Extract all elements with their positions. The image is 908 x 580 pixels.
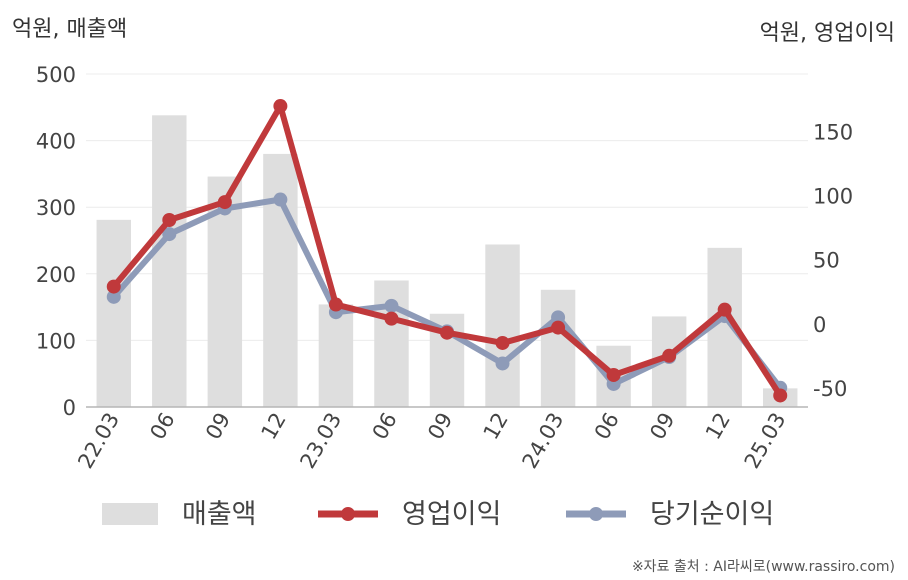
left-tick-label: 200 xyxy=(36,263,76,287)
left-tick-label: 300 xyxy=(36,196,76,220)
legend-marker-operating-profit xyxy=(341,507,355,521)
point-operating-profit xyxy=(162,213,177,228)
point-operating-profit xyxy=(717,302,732,317)
x-tick-label: 06 xyxy=(590,409,624,444)
point-operating-profit xyxy=(384,311,399,326)
x-tick-label: 09 xyxy=(645,409,679,444)
legend-marker-net-income xyxy=(589,507,603,521)
point-net-income xyxy=(162,227,177,242)
point-operating-profit xyxy=(217,195,232,210)
x-tick-label: 24.03 xyxy=(518,409,569,473)
point-operating-profit xyxy=(606,367,621,382)
right-tick-label: 150 xyxy=(813,121,853,145)
point-operating-profit xyxy=(440,325,454,340)
x-axis-ticks: 22.03 06 09 12 23.03 06 09 12 24.03 06 09 12 25.03 xyxy=(73,409,790,473)
point-net-income xyxy=(551,310,566,325)
source-note: ※자료 출처 : AI라씨로(www.rassiro.com) xyxy=(632,559,895,575)
point-operating-profit xyxy=(273,99,288,114)
x-tick-label: 09 xyxy=(201,409,235,444)
bar-sales xyxy=(96,219,131,407)
left-axis-label: 억원, 매출액 xyxy=(12,17,127,42)
x-tick-label: 12 xyxy=(479,409,513,444)
sales-bars xyxy=(96,115,798,408)
bar-sales xyxy=(485,244,520,407)
left-axis-ticks: 500 400 300 200 100 0 xyxy=(36,63,76,420)
right-tick-label: 50 xyxy=(813,249,840,273)
legend-swatch-sales xyxy=(102,503,158,525)
left-tick-label: 0 xyxy=(63,396,76,420)
point-net-income xyxy=(495,356,510,371)
right-tick-label: -50 xyxy=(813,377,847,401)
bar-sales xyxy=(263,153,298,407)
bar-sales xyxy=(152,115,187,408)
bar-sales xyxy=(318,304,354,407)
point-net-income xyxy=(384,298,399,313)
grid-lines xyxy=(86,73,808,341)
x-tick-label: 23.03 xyxy=(295,409,346,473)
right-tick-label: 100 xyxy=(813,185,853,209)
point-operating-profit xyxy=(662,348,677,363)
point-operating-profit xyxy=(495,335,510,350)
point-operating-profit xyxy=(551,320,566,335)
point-operating-profit xyxy=(106,279,121,294)
x-tick-label: 12 xyxy=(257,409,291,444)
point-operating-profit xyxy=(328,297,343,312)
point-net-income xyxy=(106,289,121,304)
left-tick-label: 500 xyxy=(36,63,76,87)
right-axis-ticks: 150 100 50 0 -50 xyxy=(813,121,853,401)
legend-label-sales: 매출액 xyxy=(182,499,257,530)
point-net-income xyxy=(273,192,288,207)
legend: 매출액 영업이익 당기순이익 xyxy=(102,499,774,530)
left-tick-label: 100 xyxy=(36,329,76,353)
right-tick-label: 0 xyxy=(813,313,826,337)
bar-sales xyxy=(540,289,576,407)
legend-label-operating-profit: 영업이익 xyxy=(402,499,501,530)
x-tick-label: 22.03 xyxy=(73,409,124,473)
x-tick-label: 12 xyxy=(701,409,735,444)
x-tick-label: 06 xyxy=(145,409,179,444)
x-tick-label: 09 xyxy=(423,409,457,444)
x-tick-label: 06 xyxy=(368,409,402,444)
x-tick-label: 25.03 xyxy=(740,409,791,473)
point-operating-profit xyxy=(773,388,788,403)
legend-label-net-income: 당기순이익 xyxy=(650,499,774,530)
right-axis-label: 억원, 영업이익 xyxy=(760,21,895,46)
left-tick-label: 400 xyxy=(36,130,76,154)
profit-lines xyxy=(106,99,788,403)
